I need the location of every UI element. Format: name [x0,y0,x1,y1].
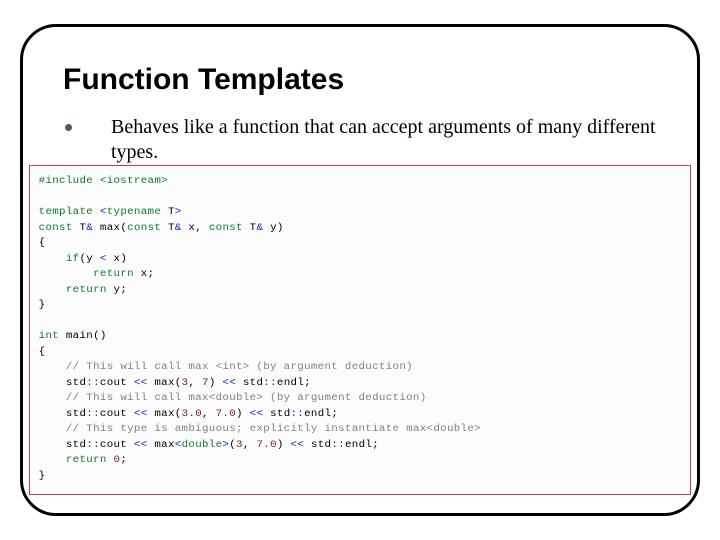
slide-frame: Function Templates Behaves like a functi… [20,24,700,516]
slide-title: Function Templates [63,63,667,97]
code-text: #include <iostream> template <typename T… [30,166,720,494]
bullet-item: Behaves like a function that can accept … [59,115,667,165]
code-block: #include <iostream> template <typename T… [29,165,691,495]
